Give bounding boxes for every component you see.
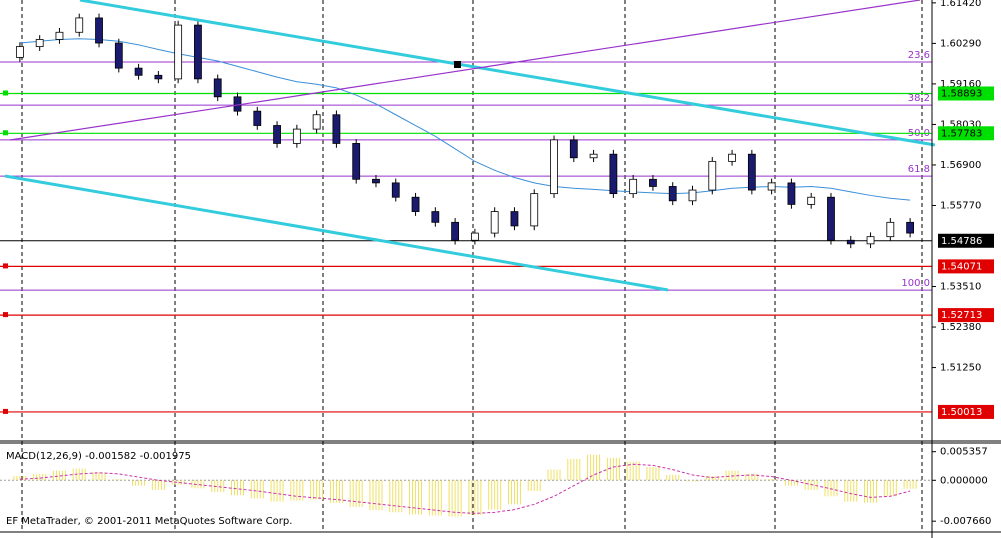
candle-body bbox=[95, 17, 103, 44]
y-tick-label: 1.61420 bbox=[940, 0, 981, 9]
y-tick-label: 1.58030 bbox=[940, 119, 981, 130]
macd-label: MACD(12,26,9) -0.001582 -0.001975 bbox=[6, 451, 191, 462]
y-tick-label: 1.60290 bbox=[940, 38, 981, 49]
candle-body bbox=[886, 221, 895, 238]
candle-body bbox=[767, 182, 776, 191]
price-tag bbox=[938, 259, 994, 274]
macd-panel bbox=[0, 454, 932, 517]
level-marker bbox=[3, 408, 8, 414]
candle-body bbox=[846, 239, 855, 245]
macd-signal bbox=[19, 463, 911, 514]
level-marker bbox=[3, 130, 8, 136]
candle-body bbox=[451, 221, 460, 241]
candle-body bbox=[530, 193, 539, 227]
moving-average bbox=[19, 38, 911, 201]
candle-body bbox=[411, 196, 420, 212]
candle-body bbox=[114, 42, 123, 69]
y-tick-label: 1.51250 bbox=[940, 363, 981, 374]
price-tag-label: 1.52713 bbox=[941, 310, 982, 321]
candle-body bbox=[708, 160, 717, 191]
candle-body bbox=[352, 143, 361, 180]
candle-body bbox=[273, 125, 281, 144]
fib-label: 38.2 bbox=[908, 93, 930, 104]
fib-label: 61.8 bbox=[908, 164, 930, 175]
candle-body bbox=[747, 153, 756, 191]
candle-body bbox=[75, 17, 84, 33]
candle-body bbox=[787, 182, 796, 205]
candle-body bbox=[391, 182, 400, 198]
candle-body bbox=[194, 24, 202, 80]
candle-body bbox=[807, 196, 816, 205]
candle-body bbox=[134, 67, 143, 76]
candle-body bbox=[35, 39, 44, 48]
level-marker bbox=[3, 90, 8, 96]
candle-body bbox=[431, 211, 440, 223]
candle-body bbox=[470, 232, 479, 241]
price-tag-label: 1.58893 bbox=[941, 88, 982, 99]
candle-body bbox=[490, 211, 499, 234]
candle-body bbox=[629, 178, 638, 195]
price-tag-label: 1.50013 bbox=[941, 407, 982, 418]
fib-label: 23.6 bbox=[908, 50, 930, 61]
price-tag bbox=[938, 308, 994, 323]
anchor-point bbox=[454, 61, 461, 68]
price-tag bbox=[938, 86, 994, 101]
price-tag-label: 1.54071 bbox=[941, 261, 982, 272]
candle-body bbox=[253, 110, 262, 126]
candle-body bbox=[312, 114, 321, 130]
candle-body bbox=[589, 153, 598, 159]
candle-body bbox=[213, 78, 222, 98]
candle-body bbox=[688, 189, 697, 202]
candle-body bbox=[827, 196, 835, 241]
price-tag-label: 1.54786 bbox=[941, 236, 982, 247]
watermark: EF MetaTrader, © 2001-2011 MetaQuotes So… bbox=[6, 516, 292, 527]
y-tick-label: 1.52380 bbox=[940, 322, 981, 333]
candle-body bbox=[233, 96, 242, 112]
level-marker bbox=[3, 263, 8, 269]
candle-body bbox=[609, 153, 618, 195]
candle-body bbox=[866, 236, 875, 245]
y-tick-label: 1.55770 bbox=[940, 200, 981, 211]
y-tick-label: 1.56900 bbox=[940, 160, 981, 171]
candle-body bbox=[154, 74, 163, 80]
candle-body bbox=[569, 139, 578, 159]
candle-body bbox=[510, 211, 519, 227]
fib-label: 100.0 bbox=[901, 278, 930, 289]
price-tag bbox=[938, 404, 994, 419]
candle-body bbox=[292, 128, 301, 144]
candle-body bbox=[550, 139, 558, 195]
y-tick-label: 0.000000 bbox=[940, 475, 988, 486]
price-tag bbox=[938, 126, 994, 141]
candle-body bbox=[174, 24, 183, 80]
y-tick-label: 0.005357 bbox=[940, 447, 988, 458]
trend-line bbox=[9, 0, 921, 141]
candle-body bbox=[906, 221, 915, 234]
y-tick-label: -0.007660 bbox=[940, 516, 991, 527]
price-tag-label: 1.57783 bbox=[941, 128, 982, 139]
y-tick-label: 1.53510 bbox=[940, 282, 981, 293]
candle-body bbox=[668, 186, 677, 202]
candle-body bbox=[15, 46, 24, 58]
level-marker bbox=[3, 312, 8, 318]
candle-body bbox=[649, 178, 657, 187]
candle-body bbox=[55, 31, 64, 40]
candle-body bbox=[332, 114, 341, 144]
y-tick-label: 1.59160 bbox=[940, 79, 981, 90]
trend-channel bbox=[4, 174, 669, 292]
price-tag bbox=[938, 233, 994, 248]
trend-channel bbox=[79, 0, 936, 147]
candle-body bbox=[372, 178, 380, 184]
candle-body bbox=[728, 153, 736, 162]
